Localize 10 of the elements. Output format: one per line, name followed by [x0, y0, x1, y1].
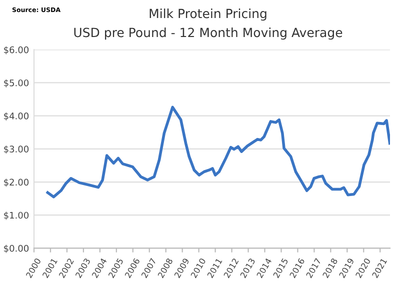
y-tick-label: $1.00: [4, 212, 29, 220]
chart-title: Milk Protein Pricing: [150, 8, 266, 21]
line-series: [46, 106, 390, 198]
y-tick-label: $5.00: [4, 79, 29, 88]
y-tick-label: $0.00: [4, 244, 29, 253]
y-tick-label: $4.00: [4, 112, 29, 121]
y-tick-label: $2.00: [4, 178, 29, 187]
y-tick-label: $6.00: [4, 46, 29, 54]
y-tick-label: $3.00: [4, 145, 29, 154]
chart-subtitle: USD pre Pound - 12 Month Moving Average: [74, 28, 342, 40]
